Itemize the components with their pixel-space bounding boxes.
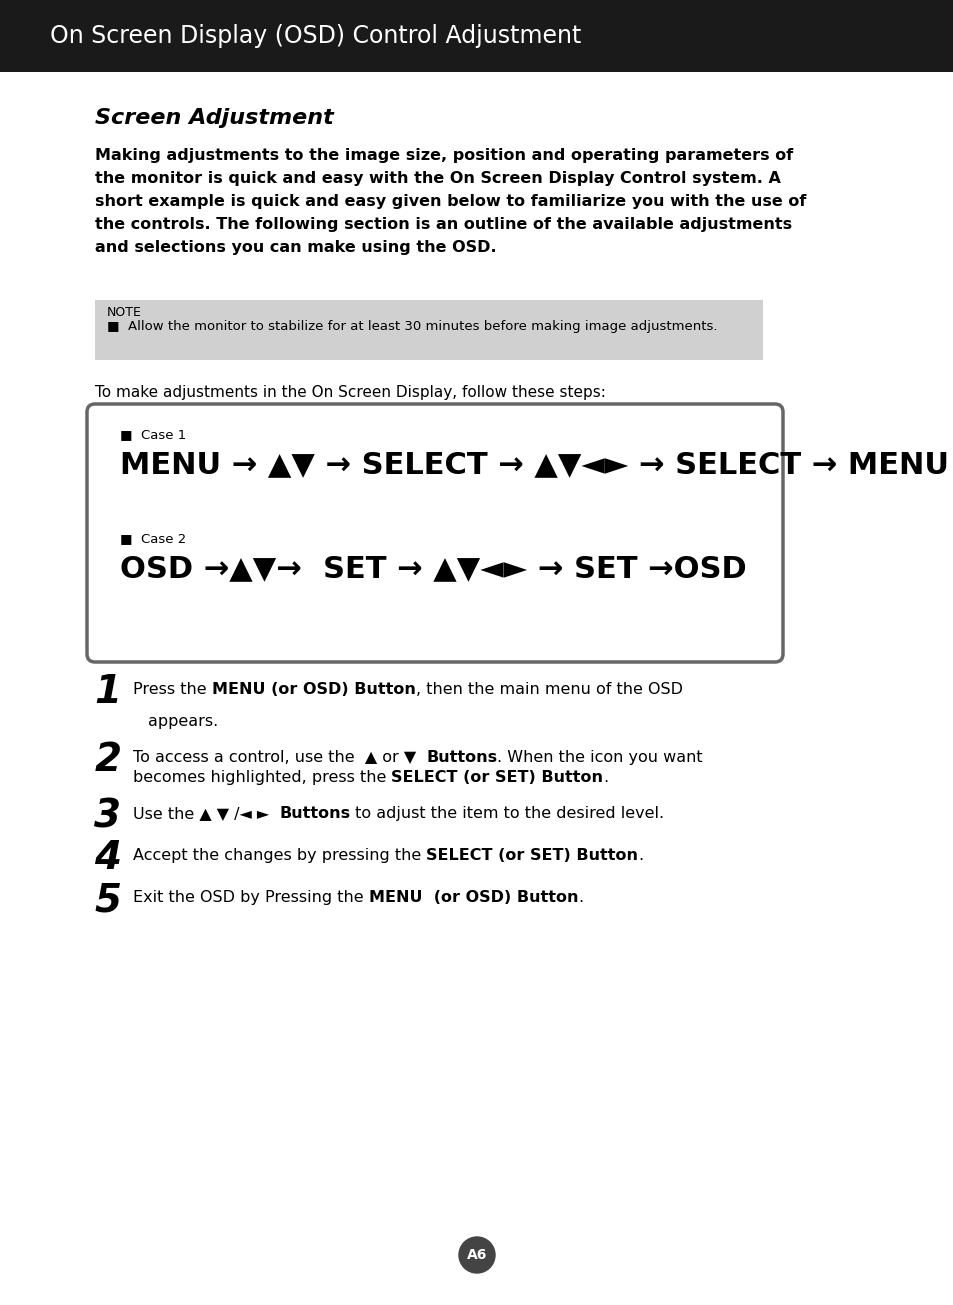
Circle shape [458,1237,495,1272]
Text: , then the main menu of the OSD: , then the main menu of the OSD [416,683,682,697]
Text: 2: 2 [94,741,121,779]
Text: 3: 3 [94,797,121,835]
Text: OSD →▲▼→  SET → ▲▼◄► → SET →OSD: OSD →▲▼→ SET → ▲▼◄► → SET →OSD [120,555,746,583]
FancyBboxPatch shape [87,405,782,662]
Text: appears.: appears. [148,714,218,729]
Text: 5: 5 [94,881,121,919]
Text: becomes highlighted, press the: becomes highlighted, press the [132,770,391,786]
Text: short example is quick and easy given below to familiarize you with the use of: short example is quick and easy given be… [95,194,805,209]
Text: Use the ▲ ▼ /◄ ►: Use the ▲ ▼ /◄ ► [132,806,279,821]
Text: Accept the changes by pressing the: Accept the changes by pressing the [132,848,426,863]
Text: ■  Case 1: ■ Case 1 [120,428,186,441]
Text: ■  Allow the monitor to stabilize for at least 30 minutes before making image ad: ■ Allow the monitor to stabilize for at … [107,320,717,333]
Text: A6: A6 [466,1248,487,1262]
Text: Buttons: Buttons [279,806,350,821]
Text: Screen Adjustment: Screen Adjustment [95,108,334,128]
Text: MENU (or OSD) Button: MENU (or OSD) Button [212,683,416,697]
Text: Making adjustments to the image size, position and operating parameters of: Making adjustments to the image size, po… [95,147,792,163]
Text: NOTE: NOTE [107,305,142,318]
FancyBboxPatch shape [95,300,762,360]
Text: to adjust the item to the desired level.: to adjust the item to the desired level. [350,806,664,821]
Text: the controls. The following section is an outline of the available adjustments: the controls. The following section is a… [95,217,791,232]
Text: Buttons: Buttons [426,750,497,765]
Text: 1: 1 [94,673,121,711]
Text: ■  Case 2: ■ Case 2 [120,532,186,545]
Text: MENU  (or OSD) Button: MENU (or OSD) Button [369,890,578,904]
FancyBboxPatch shape [0,0,953,72]
Text: .: . [638,848,643,863]
Text: Exit the OSD by Pressing the: Exit the OSD by Pressing the [132,890,369,904]
Text: . When the icon you want: . When the icon you want [497,750,702,765]
Text: Press the: Press the [132,683,212,697]
Text: and selections you can make using the OSD.: and selections you can make using the OS… [95,240,497,254]
Text: .: . [578,890,583,904]
Text: To access a control, use the  ▲ or ▼: To access a control, use the ▲ or ▼ [132,750,426,765]
Text: On Screen Display (OSD) Control Adjustment: On Screen Display (OSD) Control Adjustme… [50,23,580,48]
Text: the monitor is quick and easy with the On Screen Display Control system. A: the monitor is quick and easy with the O… [95,171,781,187]
Text: .: . [603,770,608,786]
Text: 4: 4 [94,839,121,877]
Text: SELECT (or SET) Button: SELECT (or SET) Button [426,848,638,863]
Text: To make adjustments in the On Screen Display, follow these steps:: To make adjustments in the On Screen Dis… [95,385,605,401]
Text: MENU → ▲▼ → SELECT → ▲▼◄► → SELECT → MENU: MENU → ▲▼ → SELECT → ▲▼◄► → SELECT → MEN… [120,450,948,479]
Text: SELECT (or SET) Button: SELECT (or SET) Button [391,770,603,786]
